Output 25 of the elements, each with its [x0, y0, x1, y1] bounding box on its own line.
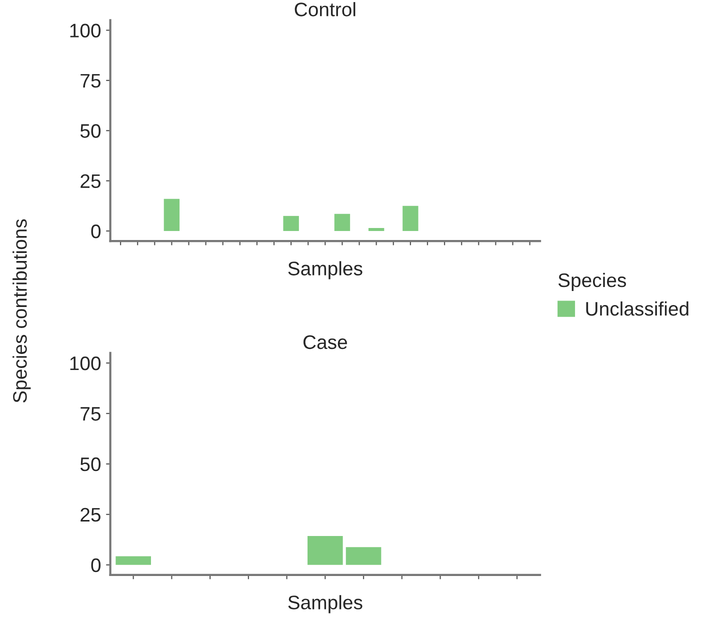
y-tick-label: 0	[91, 224, 101, 238]
bar	[402, 206, 418, 231]
bar	[308, 536, 343, 565]
x-axis-title: Samples	[288, 261, 362, 280]
y-tick-label: 50	[80, 124, 101, 138]
bar	[334, 214, 350, 231]
y-tick-label: 100	[70, 24, 101, 38]
y-tick-label: 50	[80, 457, 101, 472]
bar	[368, 228, 384, 231]
bar	[283, 216, 299, 231]
y-tick-label: 25	[80, 508, 100, 522]
chart-title: Case	[303, 335, 348, 350]
y-tick-label: 25	[80, 174, 100, 188]
y-tick-label: 0	[91, 558, 101, 572]
y-axis-title: Species contributions	[12, 219, 31, 403]
x-axis-title: Samples	[288, 595, 362, 614]
bar	[346, 547, 382, 565]
y-tick-label: 100	[70, 356, 101, 370]
y-tick-label: 75	[80, 74, 100, 88]
y-tick-label: 75	[80, 407, 100, 421]
bar	[116, 556, 151, 565]
legend-title: Species	[558, 272, 626, 292]
chart-title: Control	[294, 2, 356, 16]
legend-label: Unclassified	[586, 301, 688, 316]
bar	[164, 198, 180, 231]
